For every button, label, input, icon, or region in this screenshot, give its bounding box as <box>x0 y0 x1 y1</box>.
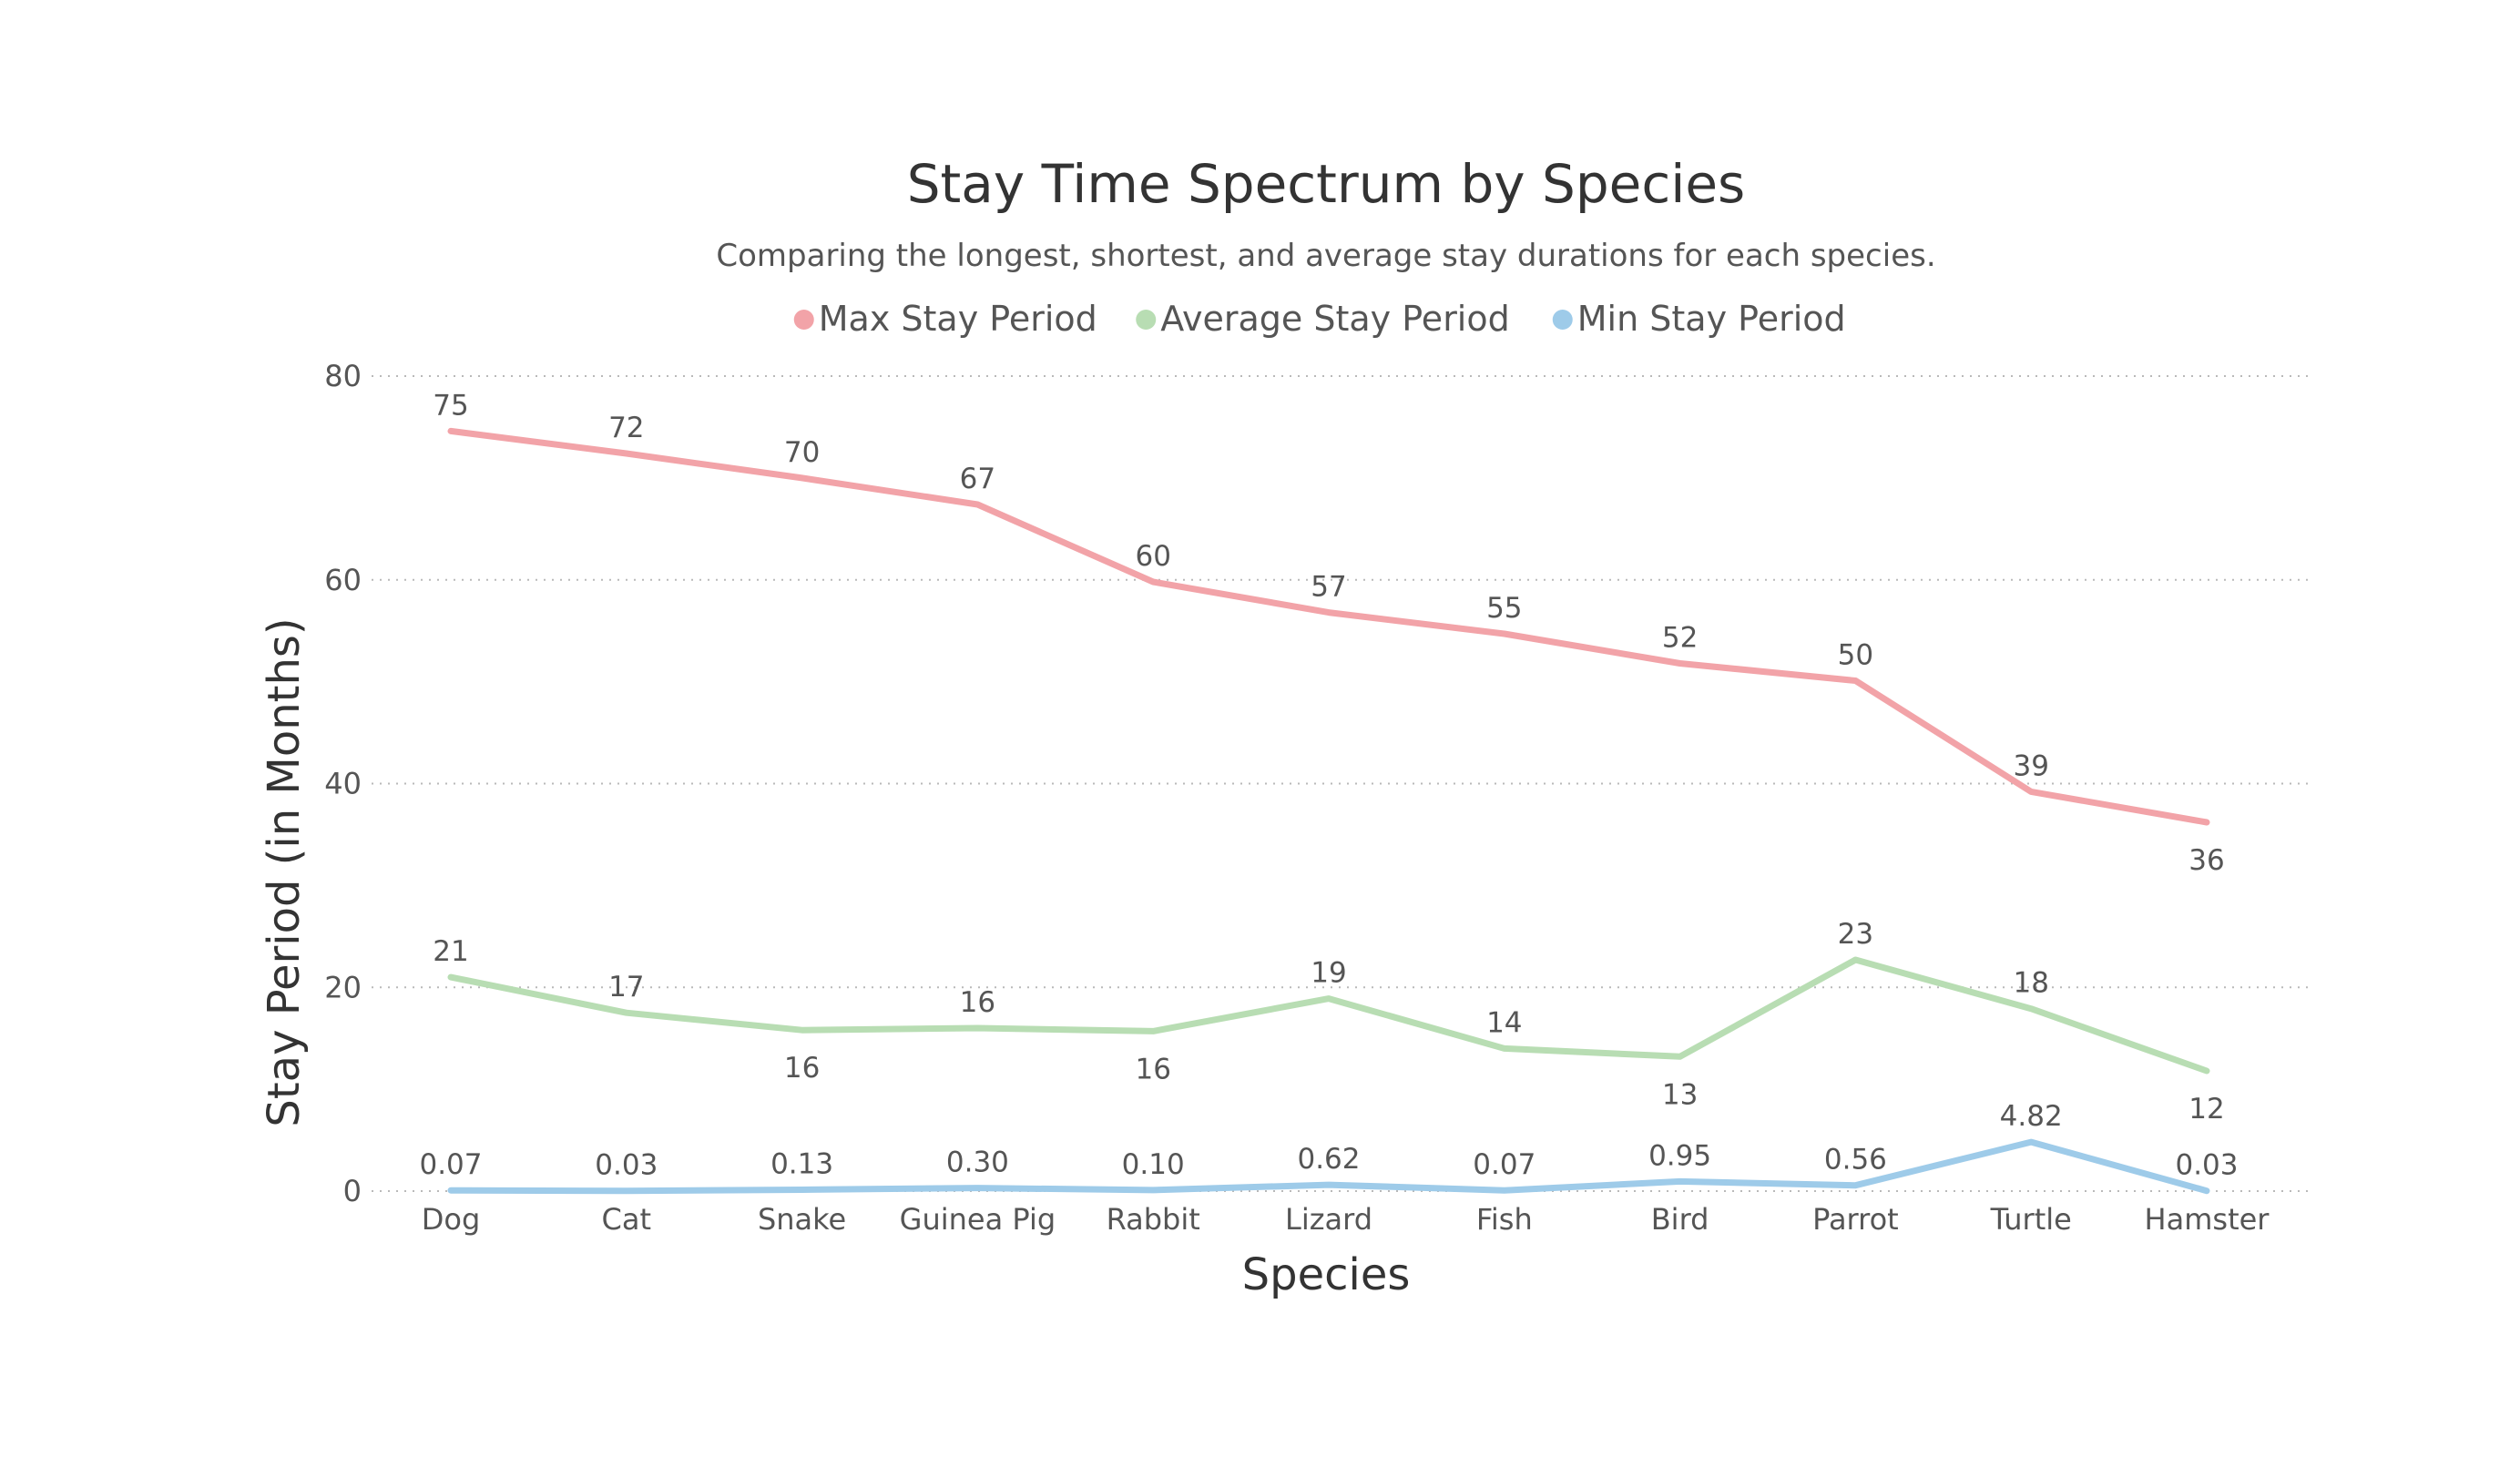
data-label-average-stay-period: 16 <box>784 1052 820 1085</box>
data-label-min-stay-period: 0.07 <box>419 1148 482 1181</box>
y-axis-title: Stay Period (in Months) <box>259 617 310 1126</box>
data-label-min-stay-period: 0.10 <box>1122 1148 1185 1181</box>
data-label-max-stay-period: 52 <box>1662 621 1698 654</box>
y-tick-label-20: 20 <box>324 970 362 1004</box>
chart-title: Stay Time Spectrum by Species <box>907 153 1746 215</box>
x-tick-label: Turtle <box>1990 1202 2072 1237</box>
legend-label-min-stay-period: Min Stay Period <box>1577 299 1846 339</box>
data-label-max-stay-period: 75 <box>433 389 468 422</box>
x-tick-label: Snake <box>758 1202 846 1237</box>
data-label-average-stay-period: 14 <box>1486 1006 1522 1039</box>
data-label-max-stay-period: 67 <box>960 463 995 495</box>
data-label-max-stay-period: 55 <box>1486 592 1522 625</box>
data-label-min-stay-period: 0.62 <box>1297 1143 1360 1176</box>
data-label-min-stay-period: 0.03 <box>595 1149 658 1182</box>
x-axis-title: Species <box>1242 1249 1411 1300</box>
legend: Max Stay Period Average Stay Period Min St… <box>793 299 1846 339</box>
series-line-min-stay-period <box>447 1138 2210 1195</box>
legend-label-average-stay-period: Average Stay Period <box>1160 299 1510 339</box>
data-label-average-stay-period: 19 <box>1311 957 1346 990</box>
data-label-max-stay-period: 60 <box>1135 540 1170 573</box>
gridlines <box>372 375 2309 1192</box>
y-tick-label-40: 40 <box>324 767 362 801</box>
axes: 0 20 40 60 80 Dog Cat Snake Guinea Pig Rabbit Liza… <box>324 359 2270 1237</box>
data-label-max-stay-period: 36 <box>2188 844 2224 877</box>
data-label-min-stay-period: 0.30 <box>946 1146 1009 1179</box>
data-label-average-stay-period: 23 <box>1838 918 1873 951</box>
series-line-average-stay-period <box>447 956 2210 1075</box>
data-label-average-stay-period: 18 <box>2013 967 2048 1000</box>
x-tick-label: Bird <box>1651 1202 1709 1237</box>
data-label-average-stay-period: 21 <box>433 935 468 968</box>
x-tick-label: Dog <box>422 1202 481 1237</box>
y-tick-label-80: 80 <box>324 359 362 393</box>
data-label-max-stay-period: 72 <box>608 412 644 444</box>
data-label-average-stay-period: 13 <box>1662 1078 1698 1111</box>
x-tick-label: Hamster <box>2145 1202 2270 1237</box>
data-label-average-stay-period: 16 <box>960 986 995 1019</box>
legend-label-max-stay-period: Max Stay Period <box>819 299 1097 339</box>
data-label-average-stay-period: 12 <box>2188 1093 2224 1126</box>
series-line-max-stay-period <box>447 427 2210 826</box>
data-label-min-stay-period: 0.13 <box>770 1148 833 1181</box>
data-label-max-stay-period: 57 <box>1311 571 1346 604</box>
legend-marker-max-stay-period <box>793 310 814 330</box>
x-tick-label: Fish <box>1476 1202 1533 1237</box>
x-tick-label: Lizard <box>1285 1202 1372 1237</box>
data-label-max-stay-period: 50 <box>1838 639 1873 672</box>
data-label-min-stay-period: 0.95 <box>1648 1139 1711 1172</box>
legend-marker-min-stay-period <box>1552 310 1573 330</box>
data-label-average-stay-period: 16 <box>1135 1053 1170 1085</box>
x-tick-label: Guinea Pig <box>900 1202 1056 1237</box>
legend-marker-average-stay-period <box>1136 310 1157 330</box>
data-label-min-stay-period: 0.56 <box>1824 1144 1887 1177</box>
x-tick-label: Parrot <box>1812 1202 1899 1237</box>
data-label-min-stay-period: 0.03 <box>2175 1149 2238 1182</box>
x-tick-label: Cat <box>602 1202 652 1237</box>
data-label-average-stay-period: 17 <box>608 971 644 1004</box>
data-label-max-stay-period: 39 <box>2013 749 2048 782</box>
data-label-min-stay-period: 0.07 <box>1473 1148 1535 1181</box>
data-labels: 75 72 70 67 60 57 55 52 50 39 36 21 17 16 16 16 19 14 13 23… <box>419 389 2238 1181</box>
y-tick-label-0: 0 <box>343 1174 362 1208</box>
x-tick-label: Rabbit <box>1107 1202 1200 1237</box>
data-label-min-stay-period: 4.82 <box>2000 1100 2063 1133</box>
series-lines <box>447 427 2210 1195</box>
data-label-max-stay-period: 70 <box>784 436 820 469</box>
y-tick-label-60: 60 <box>324 563 362 597</box>
chart-subtitle: Comparing the longest, shortest, and ave… <box>716 238 1935 274</box>
